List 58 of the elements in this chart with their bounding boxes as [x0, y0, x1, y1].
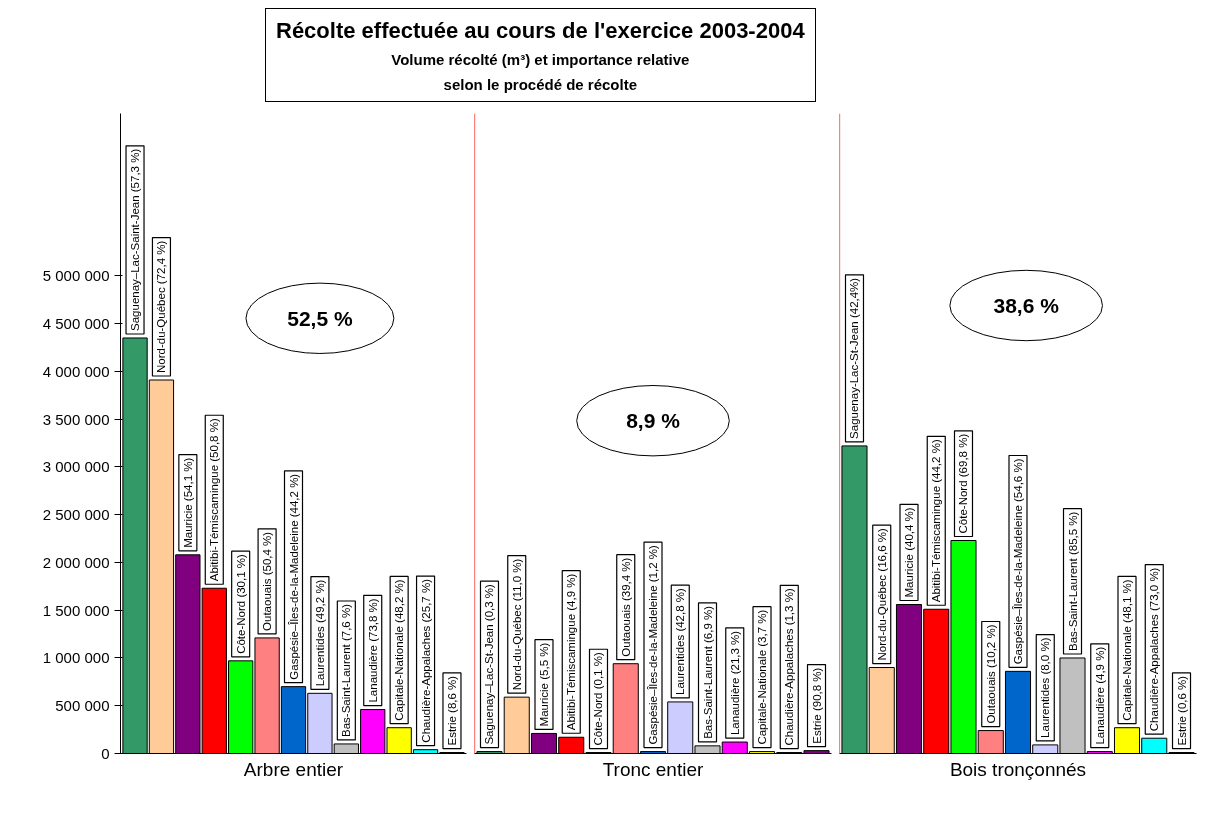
x-tick-label: Laurentides (42,8 %)	[674, 587, 687, 695]
y-tick-label: 4 000 000	[42, 362, 110, 380]
x-tick-label: Laurentides (8,0 %)	[1039, 637, 1052, 738]
x-tick-label: Estrie (0,6 %)	[1175, 675, 1188, 746]
x-tick-label: Nord-du-Québec (72,4 %)	[155, 240, 168, 374]
x-tick-label: Saguenay–Lac-Saint-Jean (57,3 %)	[129, 148, 142, 331]
x-tick-label: Bas-Saint-Laurent (7,6 %)	[340, 603, 353, 737]
x-axis-title: Bois tronçonnés	[949, 758, 1087, 780]
x-tick-label: Gaspésie–Îles-de-la-Madeleine (44,2 %)	[287, 473, 300, 680]
y-tick-label: 3 000 000	[42, 458, 110, 476]
x-tick-label: Gaspésie–Îles-de-la-Madeleine (1,2 %)	[647, 544, 659, 745]
x-tick-label: Mauricie (54,1 %)	[181, 457, 194, 548]
annotation: 8,9 %	[626, 409, 681, 433]
annotation: 52,5 %	[287, 306, 353, 330]
x-tick-label: Lanaudière (4,9 %)	[1093, 646, 1106, 745]
y-tick-label: 5 000 000	[42, 267, 110, 285]
x-tick-label: Capitale-Nationale (48,2 %)	[393, 579, 406, 721]
x-tick-label: Laurentides (49,2 %)	[313, 579, 326, 687]
x-tick-label: Capitale-Nationale (3,7 %)	[756, 609, 769, 745]
annotation: 38,6 %	[993, 294, 1060, 317]
x-tick-label: Mauricie (5,5 %)	[537, 642, 550, 727]
x-tick-label: Estrie (8,6 %)	[445, 675, 458, 746]
x-tick-label: Outaouais (50,4 %)	[261, 531, 274, 631]
text: Récolte effectuée au cours de l'exercice 2003-2004	[276, 17, 805, 45]
x-tick-label: Chaudière-Appalaches (1,3 %)	[783, 588, 796, 746]
x-tick-label: Outaouais (39,4 %)	[619, 557, 632, 657]
x-tick-label: Abitibi-Témiscamingue (50,8 %)	[208, 418, 221, 582]
x-tick-label: Estrie (90,8 %)	[810, 667, 823, 744]
y-tick-label: 500 000	[55, 697, 110, 715]
x-tick-label: Nord-du-Québec (11,0 %)	[510, 558, 523, 691]
y-tick-label: 1 000 000	[42, 649, 110, 667]
x-tick-label: Gaspésie–Îles-de-la-Madeleine (54,6 %)	[1012, 458, 1024, 665]
x-tick-label: Côte-Nord (30,1 %)	[234, 553, 247, 654]
x-tick-label: Outaouais (10,2 %)	[984, 624, 997, 724]
y-tick-label: 2 000 000	[42, 553, 110, 571]
x-tick-label: Côte-Nord (69,8 %)	[957, 433, 970, 534]
x-tick-label: Saguenay-Lac-St-Jean (42,4%)	[848, 277, 861, 439]
y-tick-label: 0	[101, 745, 110, 762]
x-tick-label: Capitale-Nationale (48,1 %)	[1121, 579, 1134, 721]
x-axis-title: Tronc entier	[602, 758, 705, 780]
x-tick-label: Saguenay–Lac-St-Jean (0,3 %)	[483, 583, 496, 745]
y-tick-label: 1 500 000	[42, 601, 110, 619]
x-tick-label: Nord-du-Québec (16,6 %)	[875, 528, 888, 661]
x-tick-label: Lanaudière (21,3 %)	[728, 630, 741, 736]
x-tick-label: Abitibi-Témiscamingue (44,2 %)	[930, 439, 943, 603]
x-tick-label: Chaudière-Appalaches (73,0 %)	[1148, 567, 1161, 732]
x-tick-label: Bas-Saint-Laurent (85,5 %)	[1066, 511, 1079, 651]
text: Volume récolté (m³) et importance relative selon le procédé de récolte	[390, 50, 691, 95]
x-tick-label: Mauricie (40,4 %)	[902, 507, 915, 598]
x-tick-label: Côte-Nord (0,1 %)	[592, 652, 605, 746]
x-tick-label: Bas-Saint-Laurent (6,9 %)	[701, 605, 714, 739]
x-tick-label: Abitibi-Témiscamingue (4,9 %)	[565, 573, 578, 731]
y-tick-label: 3 500 000	[42, 410, 110, 428]
x-tick-label: Lanaudière (73,8 %)	[366, 598, 379, 703]
x-axis-title: Arbre entier	[243, 758, 344, 780]
y-tick-label: 2 500 000	[42, 506, 110, 524]
y-tick-label: 4 500 000	[42, 315, 110, 333]
x-tick-label: Chaudière-Appalaches (25,7 %)	[419, 578, 432, 743]
